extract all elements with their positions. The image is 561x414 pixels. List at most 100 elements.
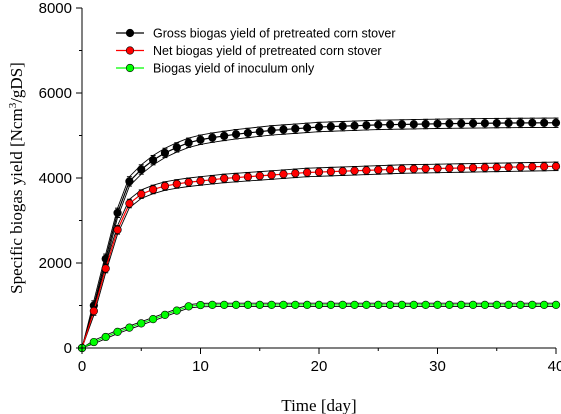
series-2-lower-bound [81,306,556,349]
series-1-point [291,169,300,178]
legend-item-1: Net biogas yield of pretreated corn stov… [116,44,382,58]
series-2-point [101,332,110,342]
series-2-point [291,300,300,309]
series-0-point [279,125,288,134]
series-0-point [540,118,549,127]
series-0-point [208,133,217,142]
series-1-point [445,164,454,173]
series-2-point [350,300,359,309]
series-1-point [89,306,98,316]
axes: 0 10 20 30 40 0 2000 4000 6000 8000 [39,0,561,375]
legend-item-0: Gross biogas yield of pretreated corn st… [116,27,395,41]
y-tick-label: 8000 [39,0,72,17]
series-1-point [196,176,205,186]
series-2-point [445,300,454,309]
series-2-point [540,300,549,309]
series-1-point [362,166,371,175]
series-1-point [397,164,407,174]
legend-label: Gross biogas yield of pretreated corn st… [153,27,395,41]
series-1 [77,161,561,353]
series-1-point [101,264,110,273]
series-0-point [137,165,146,174]
y-tick-label: 2000 [39,255,72,272]
series-1-point [350,166,359,175]
y-axis-title-superscript: 3 [7,102,19,108]
y-axis-title-unit: /gDS] [7,62,26,103]
legend-swatch-marker [125,28,135,38]
series-2-point [409,300,418,309]
series-2-point [113,327,122,336]
series-0-point [528,118,537,127]
series-2-point [528,300,537,309]
series-0-point [149,156,158,165]
series-0-point [243,128,252,138]
series-0-point [350,121,359,130]
series-1-point [184,178,193,187]
series-2-point [267,300,276,309]
series-2-point [421,300,430,309]
series-0-point [457,119,466,128]
y-axis-title: Specific biogas yield [Ncm3/gDS] [7,62,26,294]
series-2-point [255,300,264,309]
series-2-point [279,300,288,309]
series-1-point [279,170,288,179]
series-0-point [468,119,478,128]
legend-label: Net biogas yield of pretreated corn stov… [153,44,382,58]
series-1-point [137,190,146,199]
series-0-upper-bound [81,117,557,349]
series-1-point [172,179,181,189]
legend-swatch-marker [125,63,135,73]
series-1-point [113,225,122,234]
series-0-point [172,143,181,152]
series-0-point [386,120,395,129]
legend: Gross biogas yield of pretreated corn st… [116,27,395,76]
series-0-point [516,118,525,128]
series-2-point [172,306,181,315]
series-0-point [504,118,513,128]
plot-marks [77,117,561,353]
series-1-point [480,163,490,172]
series-2-point [303,300,312,309]
x-tick-label: 0 [78,358,86,375]
series-2-point [468,300,478,309]
series-1-point [421,164,430,173]
series-0-point [231,130,241,139]
series-0-point [326,122,335,131]
series-0-point [314,122,324,132]
x-axis-title: Time [day] [281,396,356,414]
series-0-point [492,118,501,128]
y-tick-label: 4000 [39,170,72,187]
series-1-point [540,162,549,171]
series-2-point [125,323,134,332]
series-2-point [208,300,217,309]
series-1-point [160,181,170,191]
series-1-point [457,163,466,173]
series-2-point [386,300,395,309]
series-2-point [492,300,501,309]
series-2-line [81,304,556,349]
series-0-point [362,121,371,130]
series-0 [77,117,561,353]
series-2-point [338,300,347,309]
series-1-point [338,167,347,176]
series-2-point [516,300,525,309]
series-2-point [220,300,229,309]
series-1-point [433,164,442,173]
series-0-point [397,120,407,129]
series-2-upper-bound [81,302,556,349]
series-1-point [326,167,335,176]
series-1-point [208,175,217,184]
series-1-point [149,185,158,194]
series-2-point [149,315,158,324]
series-0-point [480,119,490,128]
series-2-point [314,300,324,309]
series-0-point [433,119,442,128]
series-2-point [504,300,513,309]
series-0-point [421,119,430,129]
series-2 [77,300,561,353]
series-2-point [196,300,205,310]
series-0-point [267,126,276,135]
series-1-point [267,170,276,180]
series-1-point [468,163,478,172]
x-tick-label: 10 [192,358,209,375]
